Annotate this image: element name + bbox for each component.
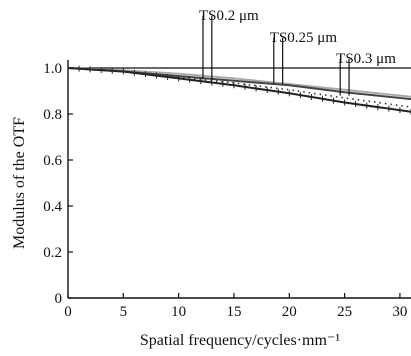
- series-line-3: [67, 67, 411, 113]
- annotations: TS0.2 μm TS0.25 μm TS0.3 μm: [199, 8, 396, 96]
- plot-frame: [67, 60, 411, 299]
- annotation-label: TS0.25 μm: [270, 30, 338, 46]
- annotation-label: TS0.2 μm: [199, 8, 259, 24]
- x-tick-label: 20: [282, 304, 297, 320]
- y-axis-title: Modulus of the OTF: [11, 117, 28, 249]
- x-ticks: 0 5 10 15 20 25 30: [64, 293, 407, 320]
- y-tick-label: 0.8: [43, 107, 62, 123]
- series-line-1: [67, 67, 411, 98]
- annotation-label: TS0.3 μm: [336, 51, 396, 67]
- x-tick-label: 0: [64, 304, 72, 320]
- y-tick-label: 0.4: [43, 199, 62, 215]
- y-tick-label: 1.0: [43, 61, 62, 77]
- series-line-2: [67, 67, 411, 101]
- y-tick-label: 0: [55, 291, 63, 307]
- y-tick-label: 0.2: [43, 245, 62, 261]
- x-tick-label: 5: [120, 304, 128, 320]
- x-tick-label: 10: [171, 304, 186, 320]
- y-tick-label: 0.6: [43, 153, 62, 169]
- x-axis-title: Spatial frequency/cycles·mm⁻¹: [140, 332, 340, 349]
- x-tick-label: 30: [392, 304, 407, 320]
- series-line-4: [67, 67, 411, 108]
- x-tick-label: 15: [226, 304, 241, 320]
- x-tick-label: 25: [337, 304, 352, 320]
- series-group: [67, 65, 411, 115]
